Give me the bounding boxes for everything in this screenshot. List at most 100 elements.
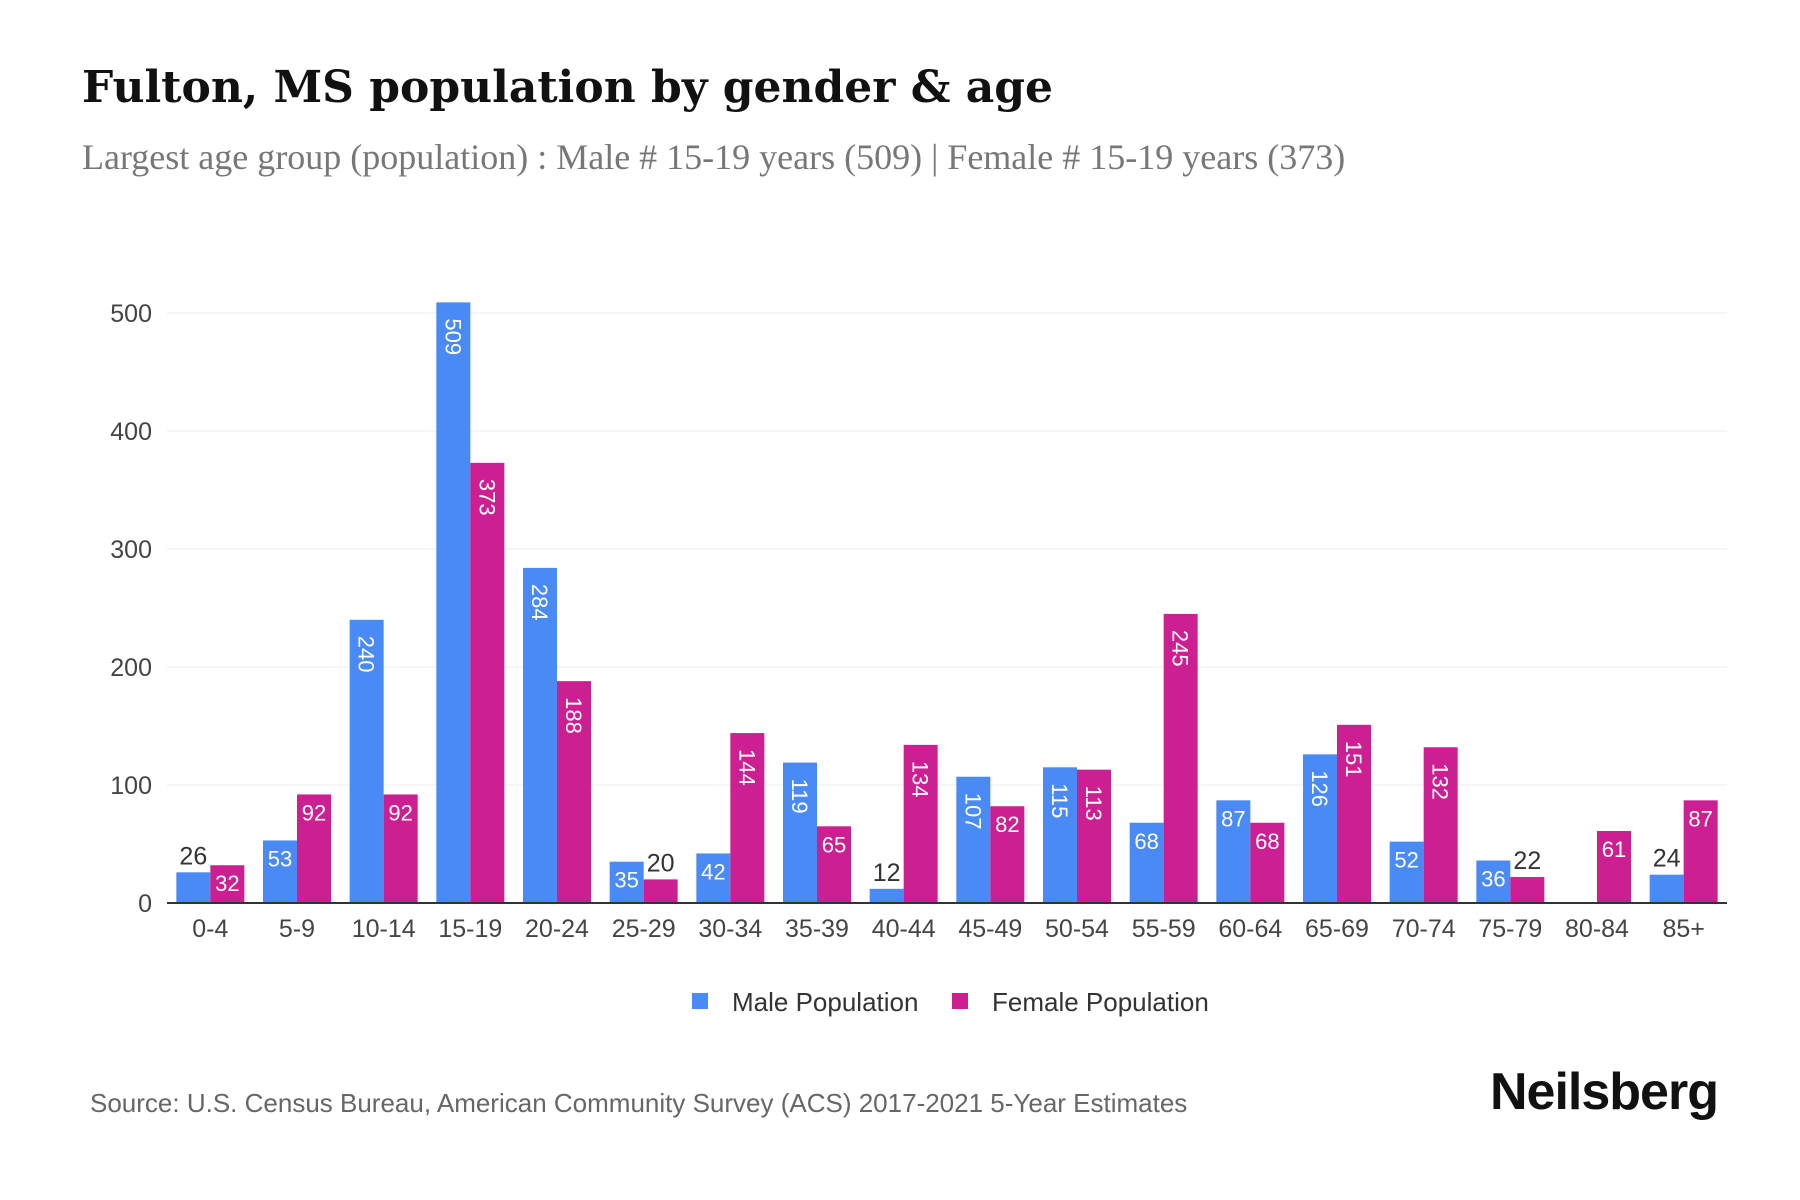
x-tick-label: 35-39 bbox=[785, 915, 849, 943]
bar-female bbox=[1510, 877, 1545, 903]
bar-male bbox=[263, 840, 297, 903]
bar-female bbox=[297, 794, 331, 903]
data-label: 52 bbox=[1394, 848, 1418, 873]
data-label: 144 bbox=[734, 749, 759, 786]
bar-female bbox=[643, 879, 678, 903]
data-label: 42 bbox=[701, 859, 725, 884]
bar-male bbox=[1303, 754, 1337, 903]
data-label: 126 bbox=[1307, 770, 1332, 807]
data-label: 82 bbox=[995, 812, 1019, 837]
y-tick-label: 0 bbox=[138, 890, 152, 918]
bar-male bbox=[869, 888, 904, 903]
legend-label: Male Population bbox=[732, 987, 918, 1017]
legend-label: Female Population bbox=[992, 987, 1209, 1017]
data-label: 107 bbox=[960, 793, 985, 830]
bar-female bbox=[1250, 822, 1285, 903]
bar-male bbox=[176, 872, 211, 903]
bar-male bbox=[349, 619, 384, 903]
x-tick-label: 60-64 bbox=[1218, 915, 1282, 943]
data-label: 32 bbox=[215, 871, 239, 896]
y-tick-label: 200 bbox=[110, 654, 152, 682]
bar-female bbox=[903, 744, 938, 903]
x-tick-label: 5-9 bbox=[279, 915, 315, 943]
data-label: 36 bbox=[1481, 867, 1505, 892]
bar-female bbox=[730, 733, 765, 903]
data-label: 53 bbox=[268, 846, 292, 871]
data-label: 20 bbox=[647, 849, 675, 877]
bar-female bbox=[1423, 747, 1458, 903]
data-label: 61 bbox=[1602, 837, 1626, 862]
bar-female bbox=[817, 826, 851, 903]
bar-female bbox=[990, 806, 1025, 903]
data-label: 26 bbox=[179, 842, 207, 870]
bar-female bbox=[1683, 800, 1718, 903]
bar-male bbox=[1476, 860, 1511, 903]
x-tick-label: 25-29 bbox=[612, 915, 676, 943]
x-tick-label: 50-54 bbox=[1045, 915, 1109, 943]
y-tick-label: 400 bbox=[110, 418, 152, 446]
legend-swatch-female bbox=[952, 993, 968, 1009]
x-tick-label: 20-24 bbox=[525, 915, 589, 943]
bar-male bbox=[696, 853, 731, 903]
data-label: 188 bbox=[561, 697, 586, 734]
bar-male bbox=[1216, 800, 1251, 903]
data-label: 240 bbox=[354, 636, 379, 673]
x-tick-label: 85+ bbox=[1662, 915, 1704, 943]
y-tick-label: 100 bbox=[110, 772, 152, 800]
data-label: 132 bbox=[1428, 763, 1453, 800]
bar-female bbox=[383, 794, 418, 903]
data-label: 115 bbox=[1047, 783, 1072, 818]
data-label: 134 bbox=[908, 761, 933, 798]
bar-female bbox=[557, 681, 591, 903]
x-tick-label: 70-74 bbox=[1392, 915, 1456, 943]
x-tick-label: 10-14 bbox=[352, 915, 416, 943]
y-tick-label: 500 bbox=[110, 300, 152, 328]
bar-male bbox=[783, 762, 817, 903]
data-label: 35 bbox=[614, 868, 638, 893]
neilsberg-logo: Neilsberg bbox=[1490, 1063, 1719, 1121]
data-label: 119 bbox=[787, 779, 812, 814]
data-label: 373 bbox=[474, 479, 499, 516]
x-tick-label: 65-69 bbox=[1305, 915, 1369, 943]
data-label: 151 bbox=[1341, 741, 1366, 778]
source-note: Source: U.S. Census Bureau, American Com… bbox=[90, 1088, 1188, 1118]
x-tick-label: 55-59 bbox=[1132, 915, 1196, 943]
legend-swatch-male bbox=[692, 993, 708, 1009]
bar-male bbox=[436, 302, 471, 903]
x-tick-label: 45-49 bbox=[958, 915, 1022, 943]
x-tick-label: 15-19 bbox=[438, 915, 502, 943]
bar-male bbox=[956, 776, 991, 903]
data-label: 24 bbox=[1653, 845, 1681, 873]
x-tick-label: 80-84 bbox=[1565, 915, 1629, 943]
data-label: 87 bbox=[1221, 806, 1245, 831]
x-tick-label: 0-4 bbox=[192, 915, 228, 943]
bar-male bbox=[1389, 841, 1424, 903]
bar-male bbox=[609, 861, 644, 903]
x-tick-label: 40-44 bbox=[872, 915, 936, 943]
data-label: 12 bbox=[873, 859, 901, 887]
bar-female bbox=[470, 462, 505, 903]
y-tick-label: 300 bbox=[110, 536, 152, 564]
bar-female bbox=[1337, 724, 1371, 903]
bar-male bbox=[1649, 874, 1684, 903]
bar-male bbox=[1043, 767, 1077, 903]
data-label: 68 bbox=[1255, 829, 1279, 854]
data-label: 65 bbox=[822, 832, 846, 857]
bar-male bbox=[523, 567, 557, 903]
data-label: 509 bbox=[440, 318, 465, 355]
bar-female bbox=[210, 865, 245, 903]
bar-female bbox=[1597, 831, 1631, 903]
chart-title: Fulton, MS population by gender & age bbox=[82, 62, 1054, 113]
data-label: 92 bbox=[388, 800, 412, 825]
chart-subtitle: Largest age group (population) : Male # … bbox=[82, 137, 1346, 177]
data-label: 245 bbox=[1168, 630, 1193, 667]
x-tick-label: 30-34 bbox=[698, 915, 762, 943]
data-label: 113 bbox=[1081, 786, 1106, 821]
data-label: 68 bbox=[1134, 829, 1158, 854]
data-label: 22 bbox=[1513, 847, 1541, 875]
x-tick-label: 75-79 bbox=[1478, 915, 1542, 943]
bar-female bbox=[1077, 769, 1111, 903]
bar-male bbox=[1129, 822, 1164, 903]
data-label: 284 bbox=[527, 584, 552, 621]
